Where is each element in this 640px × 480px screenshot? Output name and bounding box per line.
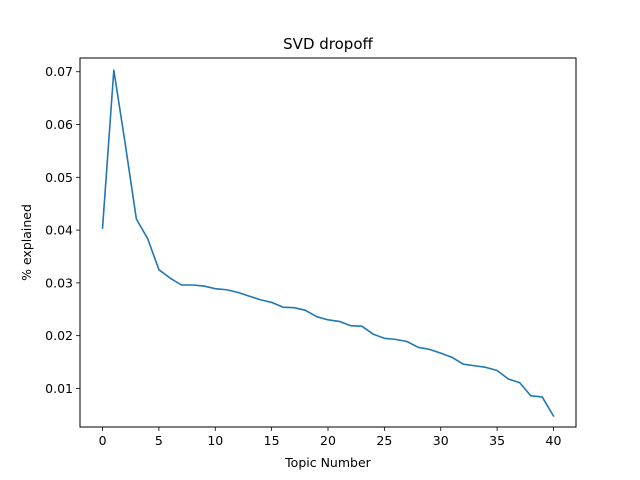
y-tick-label: 0.03 bbox=[45, 275, 73, 290]
chart-title: SVD dropoff bbox=[283, 35, 373, 53]
x-tick-label: 25 bbox=[376, 433, 392, 448]
y-tick-label: 0.04 bbox=[45, 223, 73, 238]
y-tick-label: 0.07 bbox=[45, 64, 73, 79]
x-tick-label: 35 bbox=[489, 433, 505, 448]
y-ticks-layer: 0.01 0.02 0.03 0.04 0.05 0.06 0.07 bbox=[45, 64, 80, 396]
x-tick-label: 20 bbox=[320, 433, 336, 448]
y-tick-label: 0.06 bbox=[45, 117, 73, 132]
x-ticks-layer: 0 5 10 15 20 25 30 35 40 bbox=[99, 427, 562, 448]
y-tick-label: 0.05 bbox=[45, 170, 73, 185]
x-tick-label: 0 bbox=[99, 433, 107, 448]
x-tick-label: 15 bbox=[264, 433, 280, 448]
x-tick-label: 5 bbox=[155, 433, 163, 448]
x-axis-label: Topic Number bbox=[284, 455, 371, 470]
y-axis-label: % explained bbox=[19, 204, 34, 281]
y-tick-label: 0.02 bbox=[45, 328, 73, 343]
x-tick-label: 10 bbox=[207, 433, 223, 448]
plot-area bbox=[80, 58, 576, 427]
y-tick-label: 0.01 bbox=[45, 381, 73, 396]
series-layer bbox=[101, 69, 555, 418]
x-tick-label: 30 bbox=[433, 433, 449, 448]
x-tick-label: 40 bbox=[546, 433, 562, 448]
